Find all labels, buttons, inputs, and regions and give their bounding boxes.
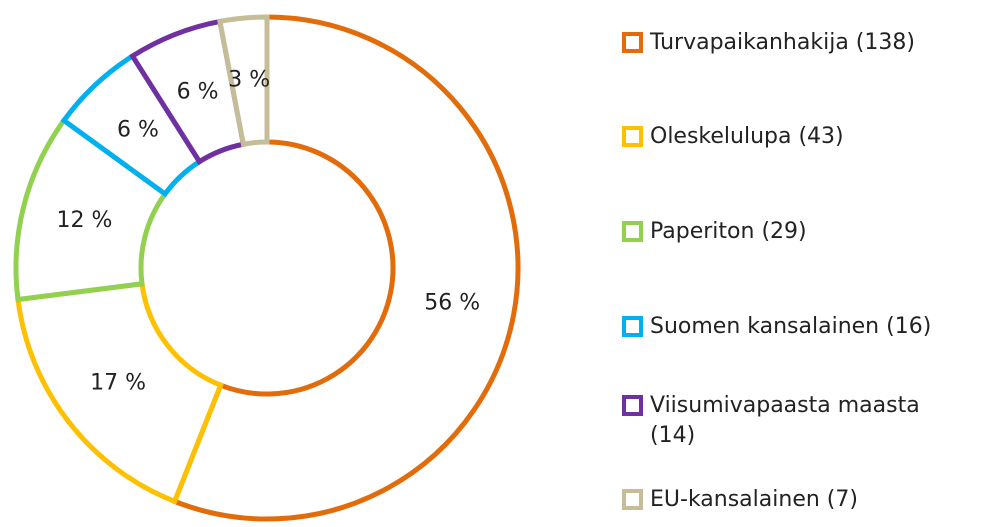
legend-label: Turvapaikanhakija (138) [650, 30, 915, 55]
slice-label: 17 % [90, 371, 146, 396]
legend-item: Oleskelulupa (43) [622, 122, 950, 152]
donut-plot: 56 % 17 % 12 % 6 % 6 % 3 % [13, 14, 521, 522]
legend-swatch [622, 126, 643, 147]
legend-label: Suomen kansalainen (16) [650, 314, 932, 339]
slice-label: 56 % [424, 290, 480, 315]
legend-swatch [622, 32, 643, 53]
legend-swatch [622, 221, 643, 242]
legend-item: EU-kansalainen (7) [622, 485, 950, 515]
legend-label: Viisumivapaasta maasta (14) [650, 393, 920, 448]
slice-label: 3 % [228, 67, 270, 92]
donut-slice [217, 14, 270, 148]
legend-item: Paperiton (29) [622, 217, 950, 247]
legend-swatch [622, 316, 643, 337]
donut-slice [15, 280, 224, 505]
slice-label: 12 % [56, 208, 112, 233]
legend-swatch [622, 395, 643, 416]
donut-slice [171, 14, 521, 522]
legend-label: Paperiton (29) [650, 219, 807, 244]
slice-label: 6 % [177, 80, 219, 105]
legend-label: EU-kansalainen (7) [650, 487, 858, 512]
legend-swatch [622, 489, 643, 510]
legend-item: Turvapaikanhakija (138) [622, 28, 950, 58]
legend-item: Suomen kansalainen (16) [622, 312, 950, 342]
legend-item: Viisumivapaasta maasta (14) [622, 391, 950, 451]
legend-label: Oleskelulupa (43) [650, 124, 844, 149]
slice-label: 6 % [117, 118, 159, 143]
